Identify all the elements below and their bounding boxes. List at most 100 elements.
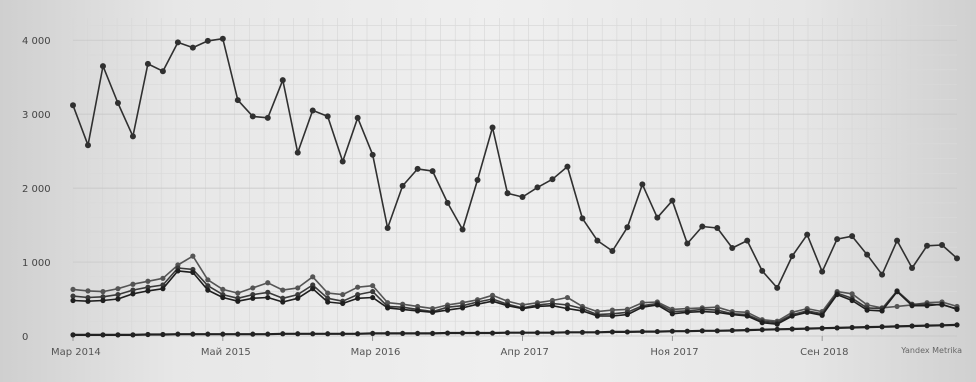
- data-point: [130, 287, 136, 293]
- data-point: [879, 324, 885, 330]
- data-point: [744, 327, 750, 333]
- data-point: [250, 295, 256, 301]
- data-point: [310, 331, 316, 337]
- y-tick-label: 0: [22, 332, 28, 343]
- data-point: [639, 328, 645, 335]
- data-point: [400, 306, 406, 312]
- data-point: [954, 306, 960, 312]
- data-point: [564, 163, 571, 170]
- data-point: [160, 286, 166, 292]
- data-point: [85, 332, 91, 338]
- data-point: [279, 77, 286, 84]
- data-point: [250, 331, 256, 337]
- data-point: [954, 322, 960, 328]
- data-point: [819, 312, 825, 318]
- data-point: [669, 197, 676, 204]
- data-point: [864, 307, 870, 313]
- series-layer: [70, 35, 960, 338]
- data-point: [190, 253, 196, 259]
- x-tick-label: Апр 2017: [500, 347, 548, 358]
- data-point: [669, 328, 675, 334]
- data-point: [205, 277, 211, 283]
- data-point: [190, 331, 196, 337]
- data-point: [115, 296, 121, 302]
- data-point: [534, 184, 541, 191]
- data-point: [265, 294, 271, 301]
- data-point: [564, 329, 571, 335]
- data-point: [819, 268, 826, 275]
- data-point: [579, 308, 586, 314]
- data-point: [714, 309, 720, 315]
- data-point: [70, 297, 76, 304]
- x-tick-label: Мар 2016: [351, 347, 401, 358]
- data-point: [699, 328, 705, 334]
- data-point: [204, 37, 211, 44]
- data-point: [265, 280, 271, 286]
- data-point: [280, 331, 286, 337]
- data-point: [504, 303, 511, 309]
- data-point: [909, 323, 915, 329]
- data-point: [144, 60, 151, 67]
- data-point: [459, 330, 466, 336]
- data-point: [399, 182, 406, 189]
- data-point: [384, 225, 391, 232]
- data-point: [250, 291, 256, 298]
- data-point: [594, 329, 601, 335]
- data-point: [489, 298, 496, 304]
- data-point: [70, 332, 76, 338]
- data-point: [429, 330, 436, 337]
- y-tick-label: 4 000: [22, 36, 51, 47]
- data-point: [639, 181, 646, 188]
- data-point: [205, 287, 211, 293]
- data-point: [219, 35, 226, 42]
- data-point: [369, 151, 376, 158]
- data-point: [355, 295, 361, 301]
- data-point: [85, 298, 91, 304]
- data-point: [789, 313, 795, 319]
- data-point: [474, 176, 481, 183]
- data-point: [489, 330, 496, 336]
- data-point: [609, 307, 615, 313]
- data-point: [909, 303, 915, 309]
- data-point: [474, 301, 481, 307]
- data-point: [340, 331, 346, 337]
- data-point: [70, 293, 76, 299]
- data-point: [744, 237, 751, 244]
- data-point: [370, 330, 376, 337]
- data-point: [699, 308, 705, 315]
- data-point: [834, 236, 841, 243]
- data-point: [564, 306, 571, 312]
- data-point: [729, 327, 735, 334]
- data-point: [145, 284, 151, 290]
- data-point: [864, 324, 870, 330]
- data-point: [624, 311, 630, 318]
- data-point: [609, 329, 615, 335]
- data-point: [789, 253, 796, 260]
- data-point: [280, 299, 286, 305]
- data-point: [954, 255, 960, 262]
- data-point: [489, 292, 496, 298]
- data-point: [669, 311, 675, 317]
- data-point: [310, 274, 316, 280]
- data-point: [294, 149, 301, 156]
- data-point: [115, 332, 121, 338]
- data-point: [370, 294, 376, 301]
- data-point: [265, 331, 271, 337]
- data-point: [130, 291, 136, 297]
- data-point: [114, 100, 121, 107]
- data-point: [250, 285, 256, 291]
- data-point: [220, 331, 226, 337]
- data-point: [429, 168, 436, 175]
- data-point: [924, 242, 931, 249]
- data-point: [684, 328, 690, 334]
- data-point: [325, 331, 331, 337]
- data-point: [354, 114, 361, 121]
- data-point: [519, 306, 526, 312]
- data-point: [504, 190, 511, 197]
- data-point: [654, 328, 660, 335]
- data-point: [235, 290, 241, 296]
- data-point: [849, 324, 855, 331]
- data-point: [774, 284, 781, 291]
- y-tick-label: 3 000: [22, 110, 51, 121]
